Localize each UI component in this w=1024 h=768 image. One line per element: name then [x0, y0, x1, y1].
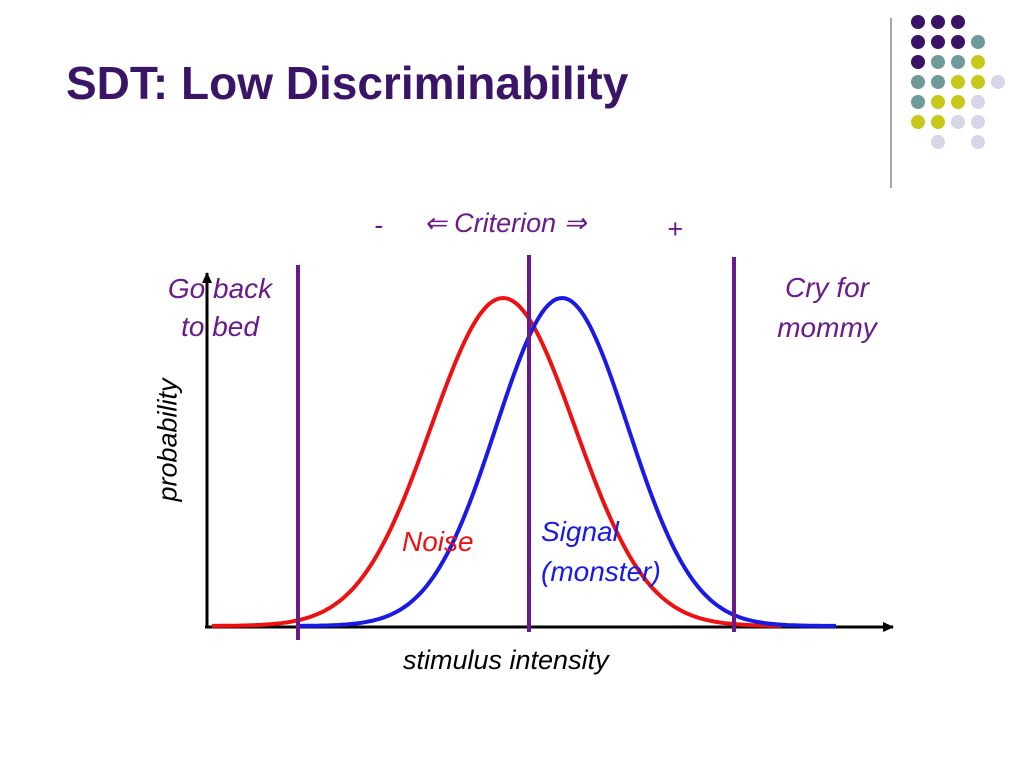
criterion-plus-label: + [667, 214, 683, 244]
criterion-label: - ⇐ Criterion ⇒ + [0, 208, 1024, 248]
cry-line-2: mommy [777, 312, 877, 343]
slide-title: SDT: Low Discriminability [66, 57, 629, 109]
signal-distribution-curve [296, 295, 836, 628]
criterion-arrow-label: ⇐ Criterion ⇒ [424, 208, 587, 238]
y-axis-label: probability [152, 378, 183, 502]
cry-for-mommy-label: Cry for mommy [752, 268, 902, 348]
go-back-line-1: Go back [167, 273, 273, 304]
noise-distribution-curve [212, 295, 782, 628]
signal-line-2: (monster) [541, 556, 661, 587]
noise-label: Noise [402, 526, 474, 557]
go-back-line-2: to bed [181, 311, 259, 342]
cry-line-1: Cry for [785, 272, 869, 303]
x-axis-label: stimulus intensity [403, 645, 609, 675]
go-back-to-bed-label: Go back to bed [140, 270, 300, 346]
signal-label: Signal (monster) [541, 512, 661, 592]
signal-line-1: Signal [541, 516, 619, 547]
criterion-minus-label: - [374, 210, 383, 240]
